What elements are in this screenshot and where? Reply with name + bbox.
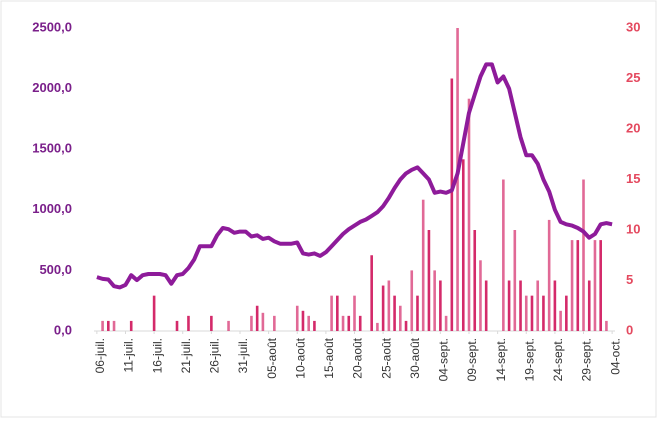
x-tick-label: 04-oct. [608,338,622,375]
bar [461,159,465,331]
bar [330,295,333,331]
bar [227,320,230,331]
x-tick-label: 14-sept. [494,338,508,381]
bar [502,179,505,331]
bar [565,295,568,331]
bar [210,315,213,331]
bar [273,315,276,331]
bar [129,320,133,331]
x-tick-label: 06-juil. [93,338,107,373]
y2-tick-label: 5 [626,272,633,287]
bar [587,280,591,331]
bar [370,255,373,331]
bar [250,315,253,331]
x-tick-label: 24-sept. [551,338,565,381]
bar [301,310,305,331]
y2-tick-label: 15 [626,171,640,186]
bar [444,315,448,331]
bar [439,280,442,331]
bar [404,320,408,331]
x-tick-label: 10-août [293,337,307,378]
bar [507,280,511,331]
bar [101,320,104,331]
bar [553,280,557,331]
bar [399,305,402,331]
x-tick-label: 29-sept. [580,338,594,381]
bar [341,315,345,331]
x-tick-label: 21-juil. [179,338,193,373]
bar [467,98,471,331]
bar [336,295,339,331]
bar [307,315,310,331]
x-tick-label: 09-sept. [465,338,479,381]
chart-frame [0,0,657,418]
bar [450,78,454,331]
bar [295,305,299,331]
bar [519,280,522,331]
bar [536,280,540,331]
y-tick-label: 1500,0 [32,141,72,156]
y2-tick-label: 0 [626,322,633,337]
bar [112,320,116,331]
bar [433,270,436,331]
bar [353,295,356,331]
x-tick-label: 16-juil. [150,338,164,373]
bar [187,315,190,331]
bar [381,285,385,331]
bar [416,295,419,331]
y-tick-label: 0,0 [54,322,72,337]
bar [347,315,351,331]
x-tick-label: 04-sept. [437,338,451,381]
bar [605,320,608,331]
bar [479,260,482,331]
x-tick-label: 11-juil. [122,338,136,372]
bar [547,219,551,331]
bar [582,179,585,331]
bar [559,310,562,331]
bar [524,295,528,331]
bar [593,240,597,331]
bar [484,280,488,331]
bar [152,295,156,331]
x-tick-label: 20-août [351,337,365,378]
bar [255,305,259,331]
y-tick-label: 2500,0 [32,19,72,34]
bar [513,230,517,331]
x-tick-label: 31-juil. [236,338,250,373]
bar [393,295,396,331]
bar [542,295,545,331]
y-tick-label: 500,0 [39,262,72,277]
bar [376,322,379,331]
y2-tick-label: 10 [626,221,640,236]
bar [175,320,179,331]
bar [473,230,477,331]
y-tick-label: 1000,0 [32,201,72,216]
x-tick-label: 15-août [322,337,336,378]
bar [576,240,580,331]
y2-tick-label: 30 [626,19,640,34]
bar [421,199,425,331]
bar [261,312,265,331]
x-tick-label: 30-août [408,337,422,378]
y-tick-label: 2000,0 [32,80,72,95]
bar [599,240,602,331]
bar [313,320,316,331]
bar [358,315,362,331]
y2-tick-label: 25 [626,70,640,85]
bar [427,230,431,331]
bar [107,320,110,331]
x-tick-label: 19-sept. [522,338,536,381]
x-tick-label: 26-juil. [208,338,222,373]
x-tick-label: 25-août [379,337,393,378]
y2-tick-label: 20 [626,120,640,135]
bar [530,295,534,331]
line [96,62,613,290]
bar [570,240,574,331]
bar [387,280,391,331]
x-tick-label: 05-août [265,337,279,378]
bar [410,270,414,331]
